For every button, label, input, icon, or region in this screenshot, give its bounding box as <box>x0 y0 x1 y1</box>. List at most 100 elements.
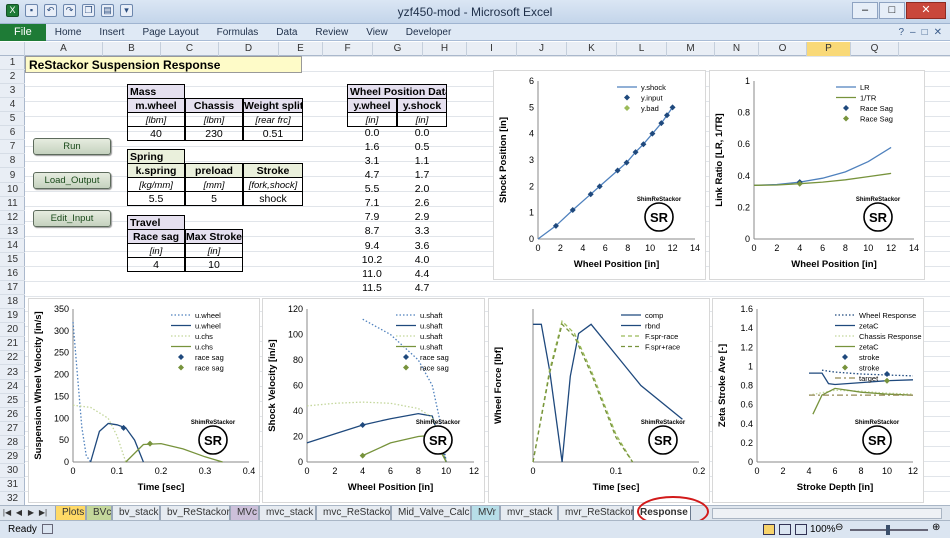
row-header[interactable]: 3 <box>0 84 25 99</box>
chart-shock-velocity[interactable]: 0 2 4 6 8 10 12 0 20 40 60 80 100 120 Wheel Position [… <box>262 298 485 503</box>
wheelpos-cell[interactable]: 3.6 <box>414 239 430 252</box>
close-button[interactable]: ✕ <box>906 2 946 19</box>
sheet-tab[interactable]: bv_ReStackor <box>160 506 230 521</box>
column-header[interactable]: G <box>373 42 423 56</box>
travel-unit[interactable]: [in] <box>127 243 185 258</box>
chart-link-ratio[interactable]: 0 2 4 6 8 10 12 14 0 0.2 0.4 0.6 0.8 1 Wheel Position … <box>709 70 925 280</box>
column-header[interactable]: P <box>807 42 851 56</box>
wheelpos-cell[interactable]: 9.4 <box>364 239 380 252</box>
row-header[interactable]: 27 <box>0 422 25 436</box>
row-header[interactable]: 12 <box>0 211 25 225</box>
prev-sheet-icon[interactable]: ◀ <box>15 508 23 517</box>
sheet-tab[interactable]: Mid_Valve_Calc <box>391 506 471 521</box>
mass-col[interactable]: m.wheel <box>127 98 185 113</box>
row-header[interactable]: 20 <box>0 323 25 338</box>
tab-data[interactable]: Data <box>276 26 298 38</box>
wheelpos-cell[interactable]: 11.0 <box>362 267 382 280</box>
edit-input-button[interactable]: Edit_Input <box>33 210 111 227</box>
last-sheet-icon[interactable]: ▶| <box>38 508 48 517</box>
wheelpos-cell[interactable]: 2.9 <box>414 211 430 224</box>
row-header[interactable]: 22 <box>0 351 25 366</box>
select-all-corner[interactable] <box>0 42 25 56</box>
wheelpos-cell[interactable]: 0.0 <box>414 127 430 139</box>
row-header[interactable]: 6 <box>0 126 25 141</box>
paste-icon[interactable]: ▤ <box>101 4 114 17</box>
wheelpos-cell[interactable]: 0.5 <box>414 141 430 154</box>
wheelpos-col[interactable]: y.wheel <box>347 98 397 113</box>
maximize-button[interactable]: □ <box>879 2 905 19</box>
wheelpos-cell[interactable]: 5.5 <box>364 183 380 196</box>
wheelpos-cell[interactable]: 0.0 <box>364 127 380 139</box>
sheet-tab[interactable]: MVc <box>230 506 259 521</box>
wheelpos-cell[interactable]: 4.4 <box>414 267 430 280</box>
horizontal-scrollbar[interactable] <box>712 508 942 519</box>
next-sheet-icon[interactable]: ▶ <box>27 508 35 517</box>
spring-value[interactable]: shock <box>243 191 303 206</box>
ribbon-restore-icon[interactable]: □ <box>921 26 928 38</box>
wheelpos-cell[interactable]: 8.7 <box>364 225 380 238</box>
first-sheet-icon[interactable]: |◀ <box>2 508 12 517</box>
travel-value[interactable]: 10 <box>185 257 243 272</box>
copy-icon[interactable]: ❐ <box>82 4 95 17</box>
zoom-level[interactable]: 100% <box>810 524 836 535</box>
spring-header[interactable]: Spring <box>127 149 185 164</box>
chart-shock-position[interactable]: 0 2 4 6 8 10 12 14 0 1 2 3 4 5 6 Wheel Position [in] Sho… <box>493 70 706 280</box>
mass-unit[interactable]: [lbm] <box>185 112 243 127</box>
row-header[interactable]: 21 <box>0 337 25 352</box>
tab-page-layout[interactable]: Page Layout <box>142 26 199 38</box>
spring-col[interactable]: preload <box>185 163 243 178</box>
row-header[interactable]: 4 <box>0 98 25 113</box>
zoom-in-icon[interactable]: ⊕ <box>932 522 941 533</box>
sheet-tab[interactable]: mvr_stack <box>500 506 558 521</box>
wheelpos-unit[interactable]: [in] <box>397 112 447 127</box>
tab-home[interactable]: Home <box>54 26 82 38</box>
row-header[interactable]: 2 <box>0 70 25 85</box>
wheelpos-cell[interactable]: 4.7 <box>414 281 430 294</box>
tab-developer[interactable]: Developer <box>405 26 452 38</box>
row-header[interactable]: 14 <box>0 239 25 253</box>
mass-header[interactable]: Mass <box>127 84 185 99</box>
row-header[interactable]: 26 <box>0 408 25 422</box>
column-header[interactable]: L <box>617 42 667 56</box>
row-header[interactable]: 24 <box>0 380 25 394</box>
help-icon[interactable]: ? <box>898 26 904 38</box>
sheet-tab[interactable]: mvc_stack <box>259 506 316 521</box>
page-break-view-icon[interactable] <box>795 524 807 535</box>
sheet-tab[interactable]: Plots <box>55 506 86 521</box>
wheelpos-unit[interactable]: [in] <box>347 112 397 127</box>
column-header[interactable]: F <box>323 42 373 56</box>
column-header[interactable]: E <box>279 42 323 56</box>
wheelpos-cell[interactable]: 11.5 <box>362 281 382 294</box>
row-header[interactable]: 15 <box>0 253 25 267</box>
column-header[interactable]: C <box>161 42 219 56</box>
sheet-tab[interactable]: mvr_ReStackor <box>558 506 634 521</box>
wheelpos-cell[interactable]: 7.9 <box>364 211 380 224</box>
spring-unit[interactable]: [mm] <box>185 177 243 192</box>
chart-zeta-stroke[interactable]: 0 2 4 6 8 10 12 0 0.2 0.4 0.6 0.8 1 1.2 1.4 1.6 Stroke D… <box>712 298 924 503</box>
ribbon-close-icon[interactable]: ✕ <box>933 26 942 38</box>
spring-col[interactable]: Stroke <box>243 163 303 178</box>
row-header[interactable]: 17 <box>0 281 25 296</box>
column-header[interactable]: B <box>103 42 161 56</box>
wheelpos-cell[interactable]: 2.0 <box>414 183 430 196</box>
wheelpos-header[interactable]: Wheel Position Data <box>347 84 447 99</box>
mass-col[interactable]: Weight split <box>243 98 303 113</box>
ribbon-minimize-icon[interactable]: – <box>910 26 916 38</box>
macro-record-icon[interactable] <box>42 524 53 534</box>
row-header[interactable]: 19 <box>0 309 25 324</box>
wheelpos-col[interactable]: y.shock <box>397 98 447 113</box>
mass-unit[interactable]: [rear frc] <box>243 112 303 127</box>
column-header[interactable]: O <box>759 42 807 56</box>
run-button[interactable]: Run <box>33 138 111 155</box>
minimize-button[interactable]: – <box>852 2 878 19</box>
tab-review[interactable]: Review <box>315 26 349 38</box>
row-header[interactable]: 23 <box>0 366 25 380</box>
travel-col[interactable]: Max Stroke <box>185 229 243 244</box>
column-header[interactable]: A <box>25 42 103 56</box>
tab-insert[interactable]: Insert <box>99 26 125 38</box>
wheelpos-cell[interactable]: 3.1 <box>364 155 380 168</box>
column-header[interactable]: I <box>467 42 517 56</box>
sheet-tab[interactable]: mvc_ReStackor <box>316 506 394 521</box>
sheet-title[interactable]: ReStackor Suspension Response <box>25 56 302 73</box>
wheelpos-cell[interactable]: 1.6 <box>364 141 380 154</box>
